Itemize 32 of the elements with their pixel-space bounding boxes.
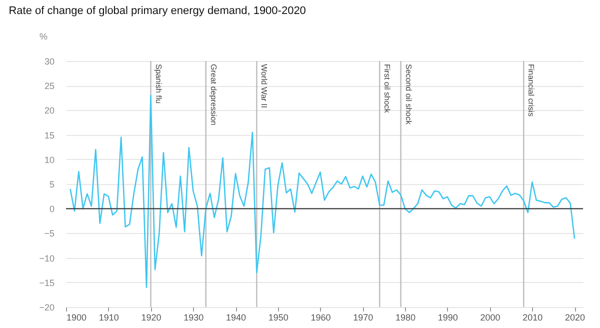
x-tick-label: 1930 (184, 312, 204, 322)
y-tick-label: 20 (44, 106, 54, 116)
y-tick-label: 30 (44, 56, 54, 66)
x-tick-label: 2000 (480, 312, 500, 322)
y-tick-label: 0 (49, 204, 54, 214)
x-tick-label: 1940 (226, 312, 246, 322)
x-tick-label: 1950 (268, 312, 288, 322)
x-tick-label: 1910 (98, 312, 119, 322)
y-tick-label: −10 (39, 253, 54, 264)
y-tick-label: 5 (49, 180, 54, 190)
chart-title: Rate of change of global primary energy demand, 1900-2020 (8, 5, 306, 17)
ref-line-label: World War II (260, 64, 269, 108)
y-axis-title: % (40, 32, 48, 42)
y-tick-label: −15 (39, 278, 54, 288)
ref-line-label: Second oil shock (404, 64, 413, 126)
y-tick-label: 10 (44, 154, 54, 165)
ref-line-label: Great depression (208, 64, 218, 126)
y-tick-label: −20 (39, 302, 54, 312)
ref-line-label: Spanish flu (154, 64, 163, 104)
x-tick-label: 1900 (66, 312, 87, 322)
x-tick-label: 1920 (141, 312, 162, 322)
y-tick-label: 15 (44, 130, 54, 140)
ref-line-label: Financial crisis (526, 64, 536, 116)
x-tick-label: 2020 (565, 312, 586, 322)
y-tick-label: −5 (44, 228, 54, 239)
x-tick-label: 1960 (310, 312, 331, 322)
x-tick-label: 1970 (353, 312, 374, 322)
y-tick-label: 25 (44, 81, 54, 92)
x-tick-label: 1990 (438, 312, 458, 322)
x-tick-label: 2010 (522, 312, 543, 322)
ref-line-label: First oil shock (382, 64, 392, 114)
x-tick-label: 1980 (396, 312, 416, 322)
